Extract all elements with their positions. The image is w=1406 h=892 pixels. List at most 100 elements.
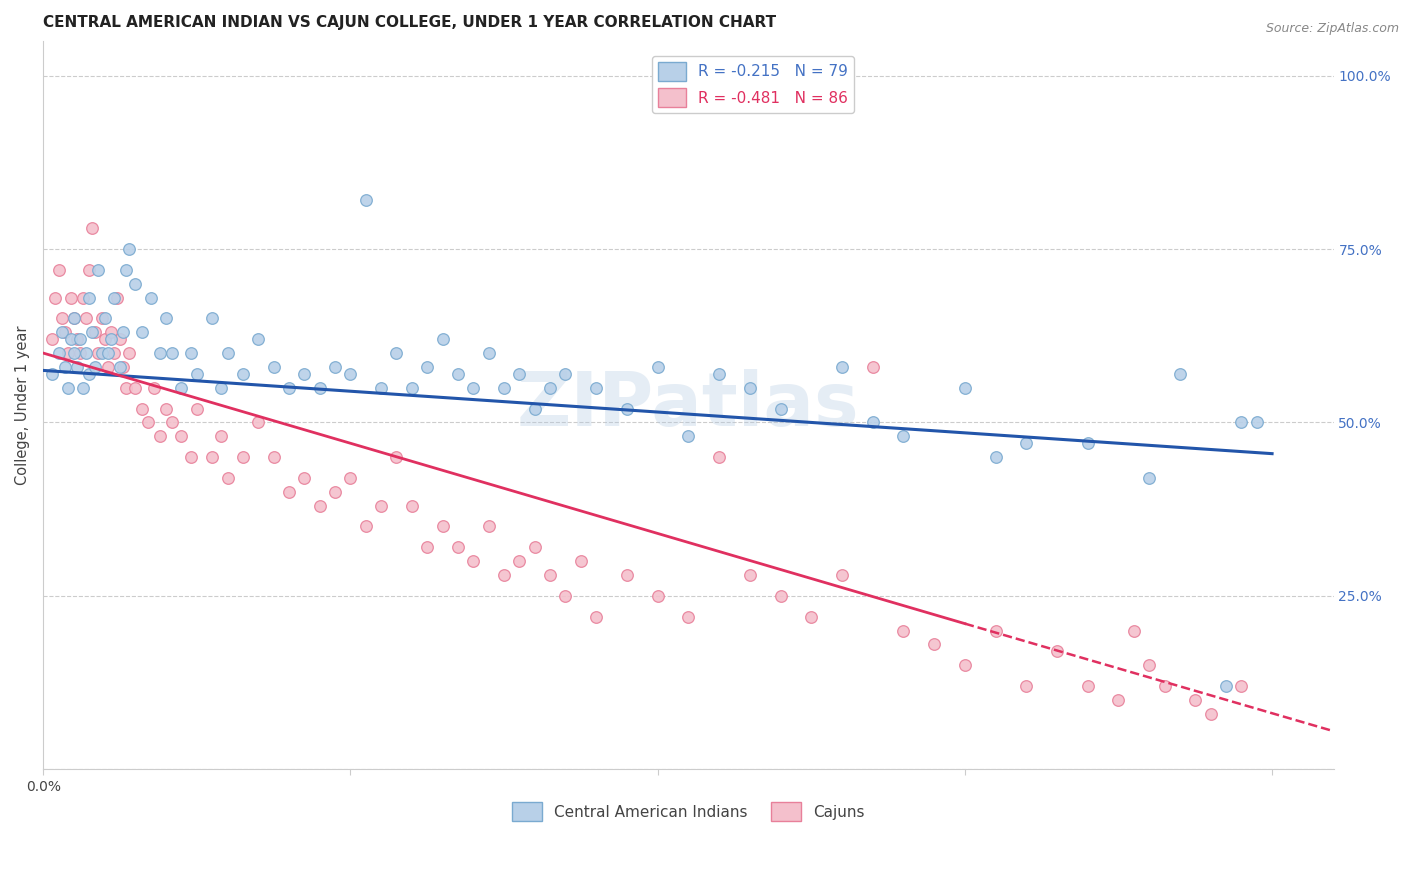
Point [678, 609, 700, 624]
Point [678, 429, 700, 443]
Point [416, 359, 439, 374]
Point [1230, 416, 1253, 430]
Point [339, 367, 361, 381]
Point [217, 346, 239, 360]
Point [53, 325, 76, 339]
Point [447, 367, 470, 381]
Point [769, 589, 792, 603]
Point [217, 471, 239, 485]
Point [59, 332, 82, 346]
Point [308, 499, 330, 513]
Point [48, 346, 70, 360]
Point [1137, 471, 1160, 485]
Point [87, 346, 110, 360]
Point [1077, 436, 1099, 450]
Point [1015, 436, 1038, 450]
Point [112, 359, 135, 374]
Point [508, 367, 530, 381]
Point [354, 194, 377, 208]
Point [108, 332, 131, 346]
Point [385, 346, 408, 360]
Point [209, 429, 232, 443]
Point [616, 401, 638, 416]
Point [247, 332, 270, 346]
Point [72, 291, 94, 305]
Point [63, 311, 86, 326]
Point [292, 367, 315, 381]
Point [53, 359, 76, 374]
Point [90, 346, 112, 360]
Point [51, 311, 73, 326]
Point [115, 381, 138, 395]
Point [69, 346, 91, 360]
Point [1153, 679, 1175, 693]
Point [103, 291, 125, 305]
Point [616, 568, 638, 582]
Point [131, 401, 153, 416]
Point [769, 401, 792, 416]
Point [738, 568, 761, 582]
Point [1215, 679, 1237, 693]
Point [401, 499, 423, 513]
Point [323, 484, 346, 499]
Point [232, 450, 254, 464]
Point [115, 262, 138, 277]
Point [118, 346, 141, 360]
Point [59, 291, 82, 305]
Point [354, 519, 377, 533]
Point [447, 541, 470, 555]
Point [339, 471, 361, 485]
Point [149, 346, 172, 360]
Point [69, 332, 91, 346]
Point [278, 381, 301, 395]
Point [1122, 624, 1144, 638]
Point [385, 450, 408, 464]
Point [180, 346, 202, 360]
Point [1137, 658, 1160, 673]
Point [432, 332, 454, 346]
Point [232, 367, 254, 381]
Point [308, 381, 330, 395]
Point [160, 416, 183, 430]
Point [87, 262, 110, 277]
Point [56, 346, 79, 360]
Point [831, 568, 853, 582]
Point [1168, 367, 1191, 381]
Point [278, 484, 301, 499]
Point [93, 311, 115, 326]
Point [124, 381, 146, 395]
Point [893, 624, 915, 638]
Point [51, 325, 73, 339]
Point [201, 450, 224, 464]
Point [647, 589, 669, 603]
Point [97, 359, 120, 374]
Point [1184, 693, 1206, 707]
Point [108, 359, 131, 374]
Point [538, 568, 561, 582]
Point [136, 416, 159, 430]
Point [800, 609, 823, 624]
Point [77, 262, 100, 277]
Point [75, 346, 97, 360]
Point [432, 519, 454, 533]
Text: CENTRAL AMERICAN INDIAN VS CAJUN COLLEGE, UNDER 1 YEAR CORRELATION CHART: CENTRAL AMERICAN INDIAN VS CAJUN COLLEGE… [44, 15, 776, 30]
Point [139, 291, 162, 305]
Point [93, 332, 115, 346]
Point [124, 277, 146, 291]
Point [585, 381, 607, 395]
Point [647, 359, 669, 374]
Point [155, 401, 177, 416]
Text: ZIPatlas: ZIPatlas [517, 368, 859, 442]
Point [1230, 679, 1253, 693]
Point [323, 359, 346, 374]
Point [103, 346, 125, 360]
Point [90, 311, 112, 326]
Point [142, 381, 165, 395]
Point [105, 291, 128, 305]
Point [112, 325, 135, 339]
Point [984, 450, 1007, 464]
Point [492, 568, 515, 582]
Point [569, 554, 592, 568]
Point [1015, 679, 1038, 693]
Point [66, 359, 89, 374]
